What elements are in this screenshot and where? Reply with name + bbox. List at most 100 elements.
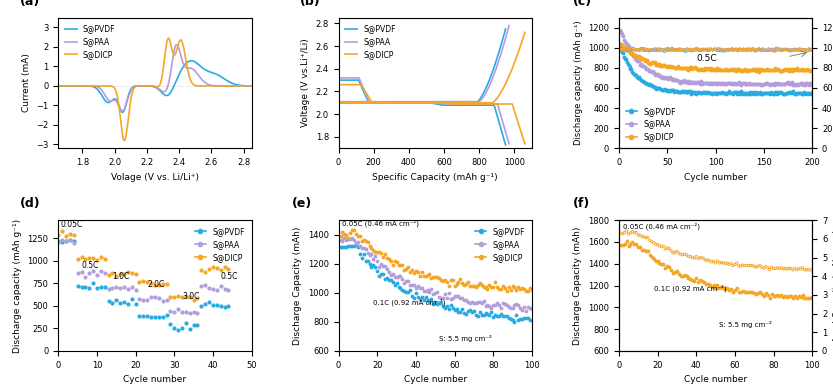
Point: [653, 260, 666, 266]
Point: [619, 46, 632, 53]
Point: [516, 316, 529, 323]
Point: [735, 47, 748, 53]
Point: [744, 67, 757, 73]
Point: [353, 233, 367, 240]
Point: [741, 91, 754, 97]
Point: [336, 229, 349, 236]
Point: [52, 239, 65, 245]
Point: [746, 66, 760, 72]
Point: [639, 80, 652, 86]
Point: [210, 265, 223, 271]
Y-axis label: Discharge capacity (mAh g⁻¹): Discharge capacity (mAh g⁻¹): [574, 21, 582, 145]
Point: [648, 47, 661, 54]
Point: [646, 82, 660, 89]
Point: [805, 67, 818, 73]
Point: [656, 47, 669, 53]
Point: [668, 249, 681, 256]
Point: [156, 314, 169, 320]
Point: [793, 46, 806, 53]
Point: [448, 307, 461, 313]
Point: [723, 47, 736, 53]
Point: [496, 313, 510, 319]
Point: [679, 46, 692, 53]
Point: [661, 245, 674, 251]
Point: [776, 68, 789, 74]
Point: [619, 56, 632, 62]
Point: [63, 236, 77, 243]
Point: [661, 87, 675, 93]
Point: [722, 261, 736, 267]
Point: [705, 66, 718, 72]
Point: [631, 244, 645, 250]
Point: [630, 53, 643, 59]
Point: [496, 299, 510, 306]
Point: [800, 295, 813, 301]
Point: [721, 285, 734, 291]
Point: [434, 295, 447, 301]
Point: [397, 279, 411, 286]
Point: [660, 63, 673, 69]
Point: [492, 301, 506, 308]
Point: [632, 58, 646, 64]
Point: [728, 89, 741, 96]
Point: [456, 280, 469, 286]
Point: [444, 296, 457, 302]
Point: [728, 81, 741, 87]
Point: [795, 66, 808, 73]
Point: [621, 48, 634, 54]
Point: [686, 47, 700, 53]
Point: [413, 296, 426, 302]
Point: [450, 281, 463, 287]
Point: [759, 90, 772, 96]
Point: [750, 291, 763, 297]
Point: [382, 269, 396, 275]
Point: [510, 301, 523, 307]
Point: [626, 45, 640, 51]
Point: [475, 282, 488, 289]
Point: [637, 78, 651, 85]
Point: [735, 47, 748, 53]
Point: [442, 283, 456, 289]
Point: [456, 295, 469, 301]
Point: [701, 46, 714, 53]
Point: [690, 80, 703, 86]
Point: [378, 276, 392, 282]
Point: [681, 46, 694, 52]
Point: [681, 253, 695, 259]
Point: [791, 47, 805, 54]
Point: [494, 305, 507, 311]
Point: [711, 65, 724, 71]
Point: [727, 89, 741, 95]
Point: [723, 47, 736, 53]
Point: [648, 72, 661, 78]
Point: [716, 47, 729, 54]
Point: [412, 294, 425, 300]
Point: [733, 46, 746, 52]
Point: [780, 90, 793, 96]
Point: [419, 294, 432, 300]
Point: [691, 89, 705, 95]
Point: [763, 295, 776, 301]
Point: [191, 295, 204, 301]
Point: [745, 47, 758, 53]
Point: [737, 90, 751, 96]
Point: [725, 90, 738, 96]
Point: [761, 67, 775, 73]
Point: [198, 269, 212, 275]
Point: [717, 80, 731, 86]
Point: [631, 58, 644, 64]
Point: [736, 67, 749, 73]
Point: [779, 91, 792, 97]
Point: [662, 75, 676, 81]
Point: [407, 282, 421, 289]
Point: [777, 47, 791, 53]
Point: [730, 80, 743, 87]
Point: [784, 66, 797, 73]
Point: [500, 312, 513, 319]
Point: [369, 249, 382, 255]
Point: [87, 280, 100, 286]
Point: [656, 74, 669, 81]
Point: [667, 89, 681, 95]
Point: [727, 47, 741, 53]
Point: [771, 80, 784, 87]
